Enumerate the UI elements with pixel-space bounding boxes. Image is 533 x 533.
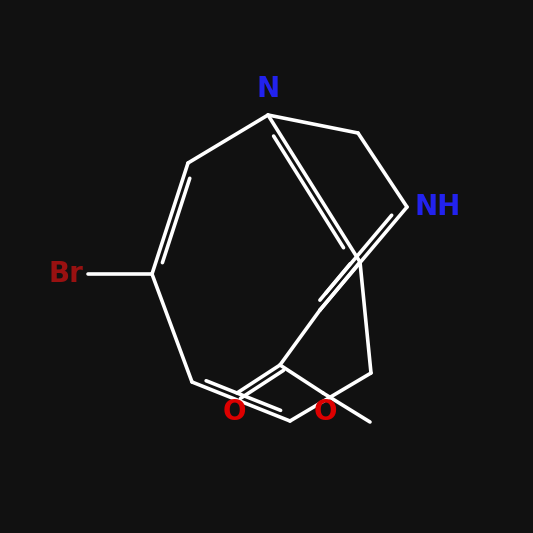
Text: O: O [314,398,337,426]
Text: Br: Br [49,260,84,288]
Text: NH: NH [415,193,461,221]
Text: O: O [223,398,246,426]
Text: N: N [256,75,280,103]
